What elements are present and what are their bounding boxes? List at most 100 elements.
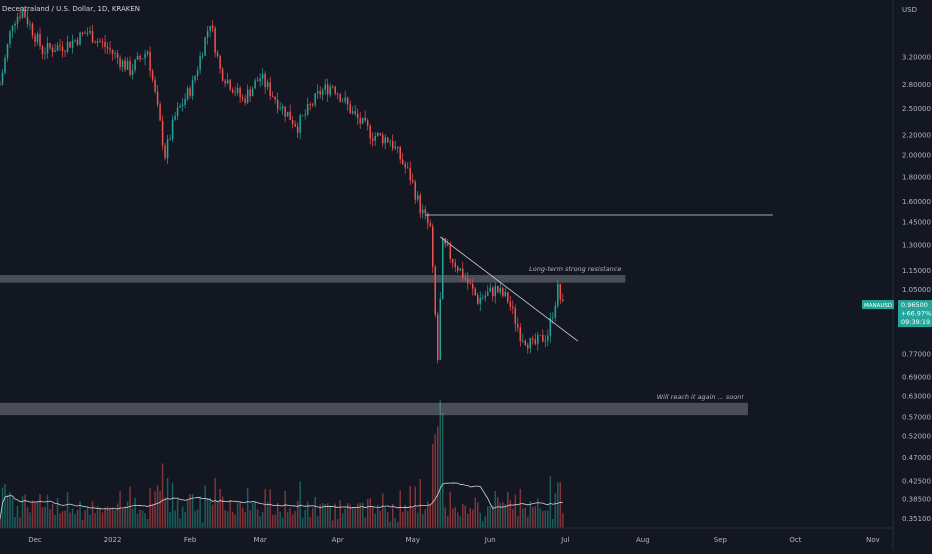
y-tick-label: 1.45000	[902, 219, 931, 227]
candle	[419, 192, 421, 219]
candle	[246, 84, 249, 105]
candle	[164, 142, 166, 161]
volume-bar	[164, 497, 166, 528]
candle	[452, 258, 454, 269]
volume-bar	[324, 504, 326, 528]
candle	[404, 161, 406, 174]
volume-bar	[174, 510, 176, 528]
volume-bar	[562, 512, 564, 528]
candle	[79, 31, 81, 46]
volume-bar	[499, 503, 502, 528]
volume-bar	[559, 482, 562, 528]
candle	[176, 102, 179, 120]
candle	[206, 26, 209, 45]
candle	[254, 78, 256, 89]
candle	[229, 78, 231, 91]
volume-bar	[379, 510, 381, 528]
candle	[166, 134, 169, 165]
candle	[396, 146, 399, 154]
volume-bar	[281, 517, 284, 528]
y-tick-label: 0.63000	[902, 393, 931, 401]
candle	[194, 74, 196, 84]
volume-bar	[36, 500, 39, 528]
candle	[76, 37, 79, 47]
volume-bar	[56, 498, 59, 528]
volume-bar	[6, 494, 9, 528]
candle	[301, 115, 304, 117]
volume-bar	[346, 503, 349, 528]
volume-bar	[244, 512, 246, 528]
y-tick-label: 1.05000	[902, 286, 931, 294]
candle	[204, 36, 206, 57]
candle	[196, 66, 199, 81]
candle	[384, 133, 386, 150]
volume-bar	[201, 522, 204, 528]
volume-bar	[204, 485, 206, 528]
candle	[11, 25, 14, 39]
volume-bar	[449, 491, 452, 528]
y-axis-panel	[893, 0, 932, 550]
symbol-badge	[862, 300, 894, 310]
candle	[519, 323, 522, 347]
volume-bar	[54, 515, 56, 528]
volume-bar	[344, 508, 346, 528]
price-box	[898, 300, 932, 328]
candle	[284, 106, 286, 123]
volume-bar	[11, 498, 14, 528]
volume-bar	[319, 504, 321, 528]
volume-bar	[334, 503, 336, 528]
volume-bar	[447, 515, 449, 528]
candle	[106, 41, 109, 55]
volume-bar	[529, 501, 532, 528]
volume-bar	[89, 514, 91, 528]
candle	[81, 31, 84, 37]
volume-bar	[51, 503, 54, 528]
x-tick-label: Nov	[866, 536, 880, 544]
candle	[274, 96, 276, 104]
candle	[527, 342, 529, 354]
volume-bar	[239, 502, 241, 528]
candle	[56, 42, 59, 52]
drawings-layer	[425, 214, 773, 342]
candles-layer	[0, 6, 564, 364]
volume-bar	[274, 514, 276, 528]
candle	[269, 76, 271, 101]
x-tick-label: Apr	[332, 536, 344, 544]
volume-bar	[544, 510, 547, 528]
candle	[326, 78, 329, 102]
volume-bar	[169, 511, 171, 528]
volume-bar	[396, 521, 399, 528]
volume-bar	[254, 500, 256, 528]
volume-bar	[156, 485, 159, 528]
y-tick-label: 2.80000	[902, 81, 931, 89]
volume-bar	[26, 507, 29, 528]
volume-bar	[144, 513, 146, 528]
volume-bar	[4, 484, 6, 528]
volume-bar	[149, 488, 151, 528]
volume-bar	[404, 505, 406, 528]
volume-bar	[194, 511, 196, 528]
candle	[9, 29, 11, 49]
candle	[547, 329, 549, 347]
volume-bar	[514, 494, 517, 528]
volume-bar	[39, 493, 41, 528]
candle	[289, 104, 291, 121]
candle	[534, 333, 537, 346]
candle	[226, 72, 229, 85]
candle	[54, 43, 56, 53]
candle	[74, 39, 76, 43]
candle	[457, 265, 459, 274]
candle	[26, 10, 29, 28]
candle	[59, 39, 61, 51]
volume-bar	[484, 516, 487, 528]
volume-bar	[289, 508, 291, 528]
candle	[109, 41, 111, 55]
volume-bar	[497, 497, 499, 528]
candle	[539, 334, 542, 336]
candle	[477, 292, 479, 306]
volume-bar	[479, 512, 482, 528]
candle	[439, 292, 441, 361]
x-tick-label: Feb	[184, 536, 197, 544]
